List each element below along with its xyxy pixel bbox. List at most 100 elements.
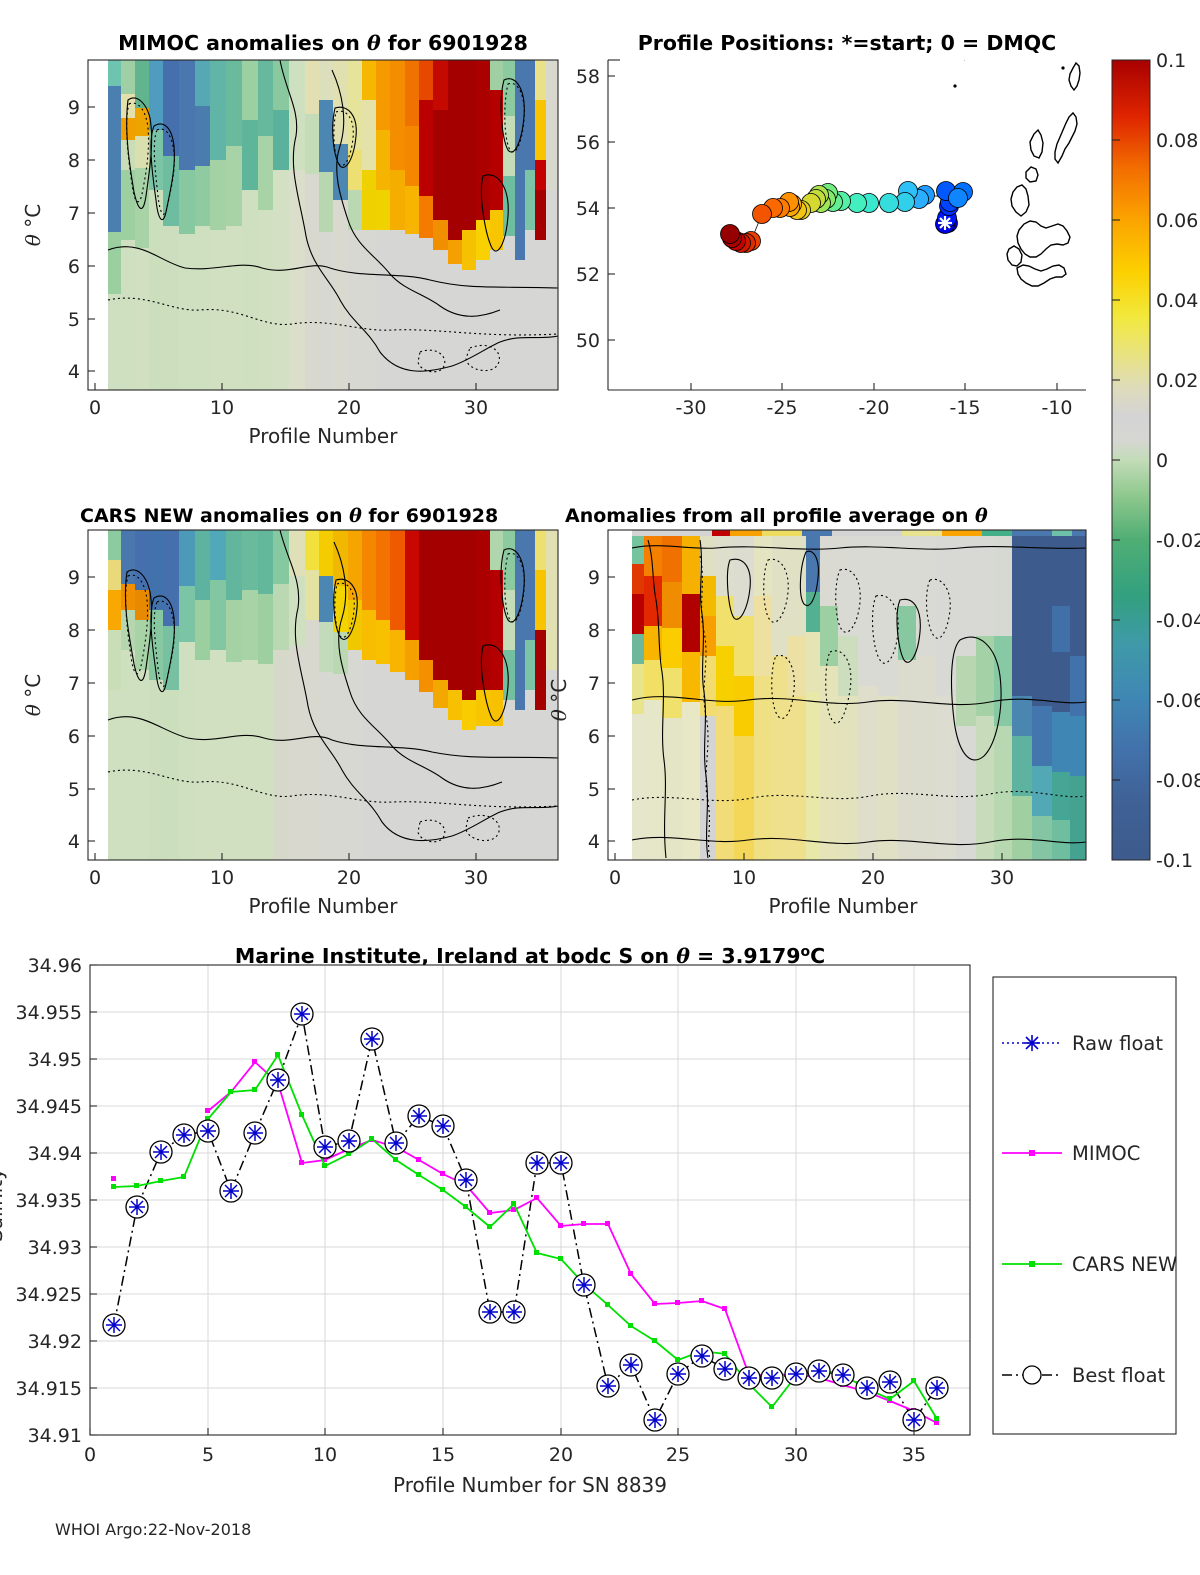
map-title: Profile Positions: *=start; 0 = DMQC (638, 31, 1056, 55)
svg-text:-0.04: -0.04 (1156, 610, 1200, 632)
svg-text:0: 0 (89, 867, 101, 889)
svg-text:0: 0 (609, 867, 621, 889)
svg-text:56: 56 (576, 132, 600, 154)
svg-text:8: 8 (588, 620, 600, 642)
svg-text:34.92: 34.92 (28, 1331, 82, 1353)
svg-text:-0.02: -0.02 (1156, 530, 1200, 552)
legend-item-raw-float[interactable]: Raw float (1002, 1032, 1163, 1055)
avg-xlabel: Profile Number (769, 894, 919, 918)
cars-ylabel: θ °C (21, 674, 45, 716)
legend-item-best-float[interactable]: Best float (1002, 1364, 1166, 1387)
svg-text:34.95: 34.95 (28, 1049, 82, 1071)
circle-marker-icon (1022, 1365, 1042, 1385)
panel-cars-new-anomalies: CARS NEW anomalies on θ for 6901928 (21, 505, 559, 918)
svg-text:10: 10 (210, 397, 234, 419)
coastline-ireland (964, 60, 1081, 287)
svg-text:35: 35 (902, 1444, 926, 1466)
salinity-series-lines (102, 1002, 949, 1432)
panel-profile-positions-map: Profile Positions: *=start; 0 = DMQC (576, 31, 1086, 419)
svg-text:20: 20 (861, 867, 885, 889)
mimoc-title: MIMOC anomalies on θ for 6901928 (118, 31, 528, 55)
map-axes: -30 -25 -20 -15 -10 50 52 54 56 58 (576, 59, 1086, 419)
svg-text:0.08: 0.08 (1156, 130, 1198, 152)
svg-text:0.1: 0.1 (1156, 50, 1186, 72)
avg-ytick-labels: 4 5 6 7 8 9 (588, 567, 600, 853)
svg-text:34.935: 34.935 (16, 1190, 82, 1212)
square-marker-icon (1029, 1150, 1035, 1156)
svg-text:-10: -10 (1041, 397, 1072, 419)
avg-xtick-labels: 0 10 20 30 (609, 867, 1014, 889)
legend-item-cars-new[interactable]: CARS NEW (1002, 1253, 1177, 1276)
svg-text:34.955: 34.955 (16, 1002, 82, 1024)
svg-text:25: 25 (666, 1444, 690, 1466)
svg-text:7: 7 (68, 673, 80, 695)
salinity-xlabel: Profile Number for SN 8839 (393, 1473, 667, 1497)
svg-text:8: 8 (68, 620, 80, 642)
legend-item-mimoc[interactable]: MIMOC (1002, 1142, 1140, 1165)
svg-text:5: 5 (68, 779, 80, 801)
square-marker-icon (1029, 1261, 1035, 1267)
salinity-gridlines (90, 965, 970, 1435)
avg-ylabel: θ °C (547, 679, 571, 721)
cars-axes-box (87, 529, 559, 861)
svg-text:5: 5 (588, 779, 600, 801)
svg-text:4: 4 (68, 831, 80, 853)
svg-text:0.02: 0.02 (1156, 370, 1198, 392)
svg-text:50: 50 (576, 330, 600, 352)
svg-text:30: 30 (990, 867, 1014, 889)
footer-credit: WHOI Argo:22-Nov-2018 (55, 1520, 251, 1539)
svg-text:4: 4 (68, 361, 80, 383)
mimoc-ytick-labels: 4 5 6 7 8 9 (68, 97, 80, 383)
svg-text:5: 5 (202, 1444, 214, 1466)
svg-text:8: 8 (68, 150, 80, 172)
svg-text:6: 6 (68, 256, 80, 278)
svg-text:34.915: 34.915 (16, 1378, 82, 1400)
svg-text:10: 10 (210, 867, 234, 889)
svg-text:6: 6 (68, 726, 80, 748)
svg-text:9: 9 (68, 97, 80, 119)
map-content (720, 60, 1081, 287)
series-raw-float-markers (106, 1006, 945, 1428)
panel-mimoc-anomalies: MIMOC anomalies on θ for 6901928 (21, 31, 559, 448)
svg-text:7: 7 (68, 203, 80, 225)
svg-text:9: 9 (588, 567, 600, 589)
avg-title: Anomalies from all profile average on θ (565, 505, 988, 527)
cars-ytick-labels: 4 5 6 7 8 9 (68, 567, 80, 853)
colorbar-tick-labels: 0.1 0.08 0.06 0.04 0.02 0 -0.02 -0.04 -0… (1156, 50, 1200, 872)
avg-axes-box (607, 529, 1087, 861)
svg-text:20: 20 (337, 397, 361, 419)
svg-text:20: 20 (549, 1444, 573, 1466)
asterisk-icon (1024, 1035, 1040, 1051)
svg-text:20: 20 (337, 867, 361, 889)
svg-text:-30: -30 (675, 397, 706, 419)
salinity-ytick-labels: 34.91 34.915 34.92 34.925 34.93 34.935 3… (16, 955, 82, 1447)
legend-label-best-float: Best float (1072, 1364, 1166, 1387)
mimoc-axes-box (87, 59, 559, 391)
svg-text:4: 4 (588, 831, 600, 853)
panel-profile-average-anomalies: Anomalies from all profile average on θ (547, 505, 1087, 918)
svg-text:0: 0 (1156, 450, 1168, 472)
avg-heatmap-field (608, 530, 1086, 860)
panel-salinity-series: Marine Institute, Ireland at bodc S on θ… (0, 944, 971, 1497)
mimoc-heatmap-field (88, 60, 558, 390)
svg-text:0.04: 0.04 (1156, 290, 1198, 312)
svg-text:34.96: 34.96 (28, 955, 82, 977)
svg-text:7: 7 (588, 673, 600, 695)
svg-text:34.925: 34.925 (16, 1284, 82, 1306)
svg-text:0: 0 (84, 1444, 96, 1466)
svg-text:10: 10 (732, 867, 756, 889)
mimoc-ticks (88, 106, 477, 390)
svg-text:-0.08: -0.08 (1156, 770, 1200, 792)
svg-text:-0.1: -0.1 (1156, 850, 1193, 872)
svg-text:-15: -15 (949, 397, 980, 419)
svg-text:-20: -20 (858, 397, 889, 419)
svg-text:30: 30 (464, 397, 488, 419)
salinity-xtick-labels: 0 5 10 15 20 25 30 35 (84, 1444, 926, 1466)
svg-text:-0.06: -0.06 (1156, 690, 1200, 712)
cars-title: CARS NEW anomalies on θ for 6901928 (80, 505, 498, 527)
cars-heatmap-field (88, 530, 558, 860)
svg-text:30: 30 (784, 1444, 808, 1466)
start-asterisk-marker (938, 216, 952, 230)
salinity-legend: Raw float MIMOC CARS NEW Best float (992, 976, 1177, 1435)
